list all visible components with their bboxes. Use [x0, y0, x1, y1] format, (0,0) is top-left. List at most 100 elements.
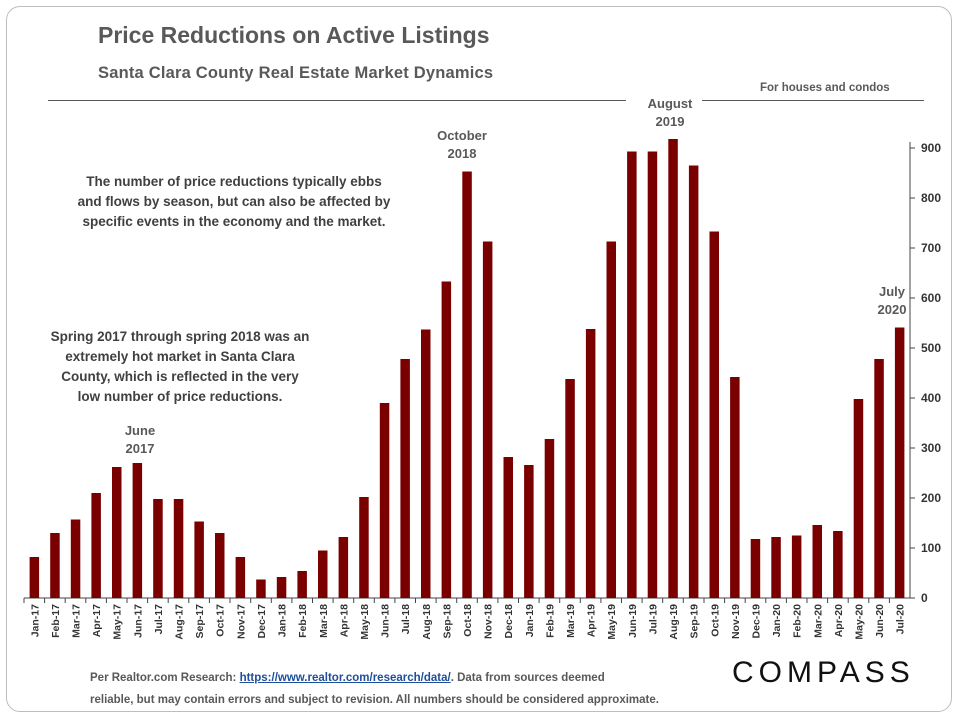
- source-note: Per Realtor.com Research: https://www.re…: [90, 667, 659, 711]
- note-line: and flows by season, but can also be aff…: [77, 194, 391, 209]
- bar: [318, 550, 328, 598]
- annotation-line: 2020: [877, 302, 907, 317]
- bar: [112, 467, 122, 598]
- x-tick-label: May-19: [606, 604, 618, 640]
- note-line: low number of price reductions.: [77, 389, 283, 404]
- bar: [173, 499, 184, 598]
- x-tick-label: Jan-19: [524, 604, 536, 637]
- x-tick-label: Jan-20: [771, 604, 783, 637]
- x-tick-label: Nov-17: [235, 604, 247, 639]
- x-tick-label: Jul-19: [647, 604, 659, 635]
- bar: [421, 329, 431, 598]
- chart-title: Price Reductions on Active Listings: [98, 22, 490, 48]
- x-tick-label: Feb-18: [297, 604, 309, 638]
- bar: [482, 241, 493, 598]
- x-tick-label: Mar-20: [812, 604, 824, 638]
- bar: [462, 171, 472, 598]
- scope-note: For houses and condos: [760, 82, 890, 94]
- bar: [627, 151, 637, 598]
- y-tick-label: 300: [921, 441, 941, 455]
- bar: [256, 579, 266, 598]
- annotation-line: 2019: [655, 114, 685, 129]
- x-tick-label: Jun-19: [627, 604, 639, 638]
- x-tick-label: Jun-20: [874, 604, 886, 638]
- header-rule-left: [48, 100, 626, 101]
- note-line: specific events in the economy and the m…: [82, 214, 386, 229]
- bar: [874, 359, 884, 598]
- x-tick-label: May-20: [854, 604, 866, 640]
- bar: [585, 329, 596, 598]
- y-tick-label: 100: [921, 541, 941, 555]
- x-tick-label: Feb-19: [544, 604, 556, 638]
- x-tick-label: Aug-17: [174, 604, 186, 640]
- x-tick-label: Sep-17: [194, 604, 206, 639]
- x-tick-label: Oct-18: [462, 604, 474, 637]
- bar: [29, 557, 40, 598]
- x-tick-label: May-18: [359, 604, 371, 640]
- source-link[interactable]: https://www.realtor.com/research/data/: [239, 672, 451, 684]
- bar: [400, 359, 410, 598]
- bar: [50, 533, 60, 598]
- note-line: The number of price reductions typically…: [86, 174, 382, 189]
- note-line: County, which is reflected in the very: [61, 369, 299, 384]
- annotation-august-2019: August 2019: [638, 95, 702, 131]
- bar: [894, 327, 905, 598]
- x-tick-label: Jul-18: [400, 604, 412, 635]
- bar: [688, 165, 699, 598]
- x-tick-label: Jan-18: [277, 604, 289, 637]
- bar: [647, 151, 658, 598]
- bar: [833, 531, 843, 598]
- x-tick-label: Dec-17: [256, 604, 268, 639]
- x-tick-label: Oct-17: [215, 604, 227, 637]
- annotation-line: June: [124, 423, 156, 438]
- bar: [606, 241, 616, 598]
- x-tick-label: Mar-19: [565, 604, 577, 638]
- bar: [668, 139, 678, 598]
- x-tick-label: Oct-19: [709, 604, 721, 637]
- bar: [750, 539, 761, 598]
- y-tick-label: 400: [921, 391, 941, 405]
- x-tick-label: Feb-17: [50, 604, 62, 638]
- x-tick-label: Nov-18: [483, 604, 495, 639]
- y-tick-label: 0: [921, 591, 928, 605]
- bar: [503, 457, 513, 598]
- bar: [565, 379, 575, 598]
- x-tick-label: Jan-17: [29, 604, 41, 637]
- annotation-july-2020: July 2020: [866, 283, 918, 319]
- annotation-june-2017: June 2017: [112, 422, 168, 458]
- bar: [215, 533, 225, 598]
- bar: [276, 577, 287, 598]
- chart-subtitle: Santa Clara County Real Estate Market Dy…: [98, 64, 494, 82]
- bar: [853, 399, 864, 598]
- y-tick-label: 700: [921, 241, 941, 255]
- x-tick-label: Feb-20: [792, 604, 804, 638]
- bar: [297, 571, 307, 598]
- x-tick-label: Jun-18: [380, 604, 392, 638]
- y-tick-label: 900: [921, 141, 941, 155]
- annotation-line: July: [878, 284, 905, 299]
- hot-market-note: Spring 2017 through spring 2018 was an e…: [30, 327, 330, 407]
- x-tick-label: Jun-17: [132, 604, 144, 638]
- bar: [730, 377, 740, 598]
- x-tick-label: Dec-19: [751, 604, 763, 639]
- bar: [194, 521, 204, 598]
- note-line: Spring 2017 through spring 2018 was an: [50, 329, 310, 344]
- bar: [441, 281, 452, 598]
- x-tick-label: Mar-18: [318, 604, 330, 638]
- x-tick-label: Nov-19: [730, 604, 742, 639]
- seasonal-note: The number of price reductions typically…: [66, 172, 402, 232]
- source-suffix: . Data from sources deemed: [450, 672, 605, 684]
- x-tick-label: Apr-19: [586, 604, 598, 637]
- x-tick-label: Apr-18: [338, 604, 350, 637]
- bar: [359, 497, 369, 598]
- bar: [91, 493, 101, 598]
- x-tick-label: Jul-17: [153, 604, 165, 635]
- bar: [338, 537, 349, 598]
- bar: [812, 525, 822, 598]
- bar: [791, 535, 802, 598]
- source-line-1: Per Realtor.com Research: https://www.re…: [90, 667, 659, 689]
- bar: [70, 519, 81, 598]
- bar: [153, 499, 163, 598]
- bar: [544, 439, 555, 598]
